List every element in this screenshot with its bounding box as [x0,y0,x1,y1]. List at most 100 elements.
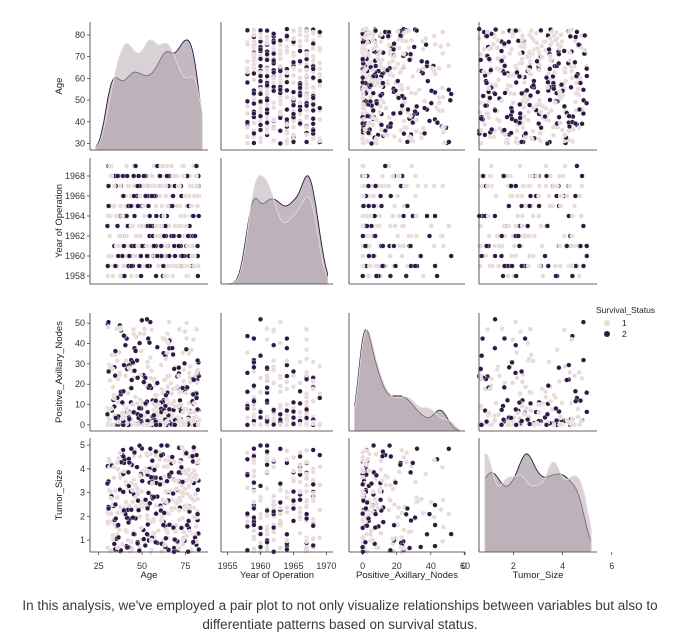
scatter-point [446,446,452,452]
y-tick-label: 1968 [65,171,85,181]
scatter-point [496,263,502,269]
scatter-point [527,193,534,199]
scatter-point [114,213,120,219]
scatter-point [371,442,377,449]
scatter-point [570,416,576,422]
scatter-point [519,193,525,199]
scatter-point [410,119,416,126]
scatter-point [157,173,163,179]
scatter-point [432,522,438,528]
scatter-point [486,233,492,239]
scatter-point [190,337,197,343]
scatter-point [284,48,290,54]
scatter-point [508,183,514,189]
scatter-point [176,326,183,333]
scatter-point [264,398,270,404]
scatter-point [408,517,414,524]
scatter-point [277,518,283,524]
scatter-point [493,27,499,33]
scatter-point [193,523,199,530]
scatter-point [114,494,120,501]
scatter-point [137,453,143,460]
scatter-point [297,530,303,536]
scatter-point [290,468,297,474]
scatter-point [174,203,180,209]
scatter-point [277,68,283,74]
scatter-point [486,85,492,91]
scatter-point [519,379,526,385]
scatter-point [251,364,257,370]
scatter-point [154,253,160,259]
scatter-point [251,522,257,528]
scatter-point [176,517,183,523]
scatter-point [486,56,492,62]
scatter-point [147,446,153,452]
y-tick-label: 50 [75,95,85,105]
scatter-point [172,253,178,259]
scatter-point [189,496,195,502]
scatter-point [401,545,407,551]
scatter-point [176,243,182,249]
scatter-point [547,398,554,404]
scatter-point [416,87,422,93]
scatter-point [519,90,525,97]
scatter-point [367,263,373,269]
scatter-point [190,539,196,545]
scatter-point [486,410,492,416]
scatter-point [491,134,497,140]
scatter-point [290,53,297,59]
scatter-point [447,97,453,103]
panel-1-2 [348,158,465,285]
scatter-point [536,120,542,127]
scatter-point [360,75,366,81]
scatter-point [485,183,491,189]
scatter-point [138,273,144,279]
panel-2-3 [476,313,597,432]
scatter-point [264,97,270,103]
scatter-point [401,243,407,249]
scatter-point [257,122,264,128]
scatter-point [297,58,303,64]
scatter-point [171,398,177,404]
scatter-point [399,86,405,92]
scatter-point [169,390,175,397]
scatter-point [496,412,502,418]
scatter-point [251,468,257,474]
scatter-point [513,183,519,189]
scatter-point [386,507,392,513]
scatter-point [163,183,169,189]
panel-2-0 [89,313,208,432]
scatter-point [526,421,533,427]
scatter-point [317,45,323,51]
scatter-point [106,253,112,259]
scatter-point [129,402,136,408]
scatter-point [277,63,283,69]
scatter-point [516,73,523,80]
scatter-point [176,223,182,229]
scatter-point [513,28,519,34]
scatter-point [271,509,277,515]
scatter-point [513,79,519,86]
scatter-point [264,28,270,34]
scatter-point [440,29,446,35]
scatter-point [518,203,525,209]
scatter-point [536,97,543,104]
scatter-point [112,263,119,269]
scatter-point [304,488,310,494]
panel-1-1 [220,158,333,285]
scatter-point [191,377,197,383]
scatter-point [120,453,127,460]
scatter-point [478,422,485,428]
scatter-point [284,26,290,32]
scatter-point [378,92,384,99]
scatter-point [162,421,168,427]
scatter-point [578,418,584,424]
scatter-point [161,213,167,219]
scatter-point [141,213,148,219]
scatter-point [244,511,251,517]
scatter-point [378,122,385,128]
scatter-point [310,95,316,101]
scatter-point [556,51,562,57]
scatter-point [141,173,147,179]
scatter-point [480,173,486,179]
